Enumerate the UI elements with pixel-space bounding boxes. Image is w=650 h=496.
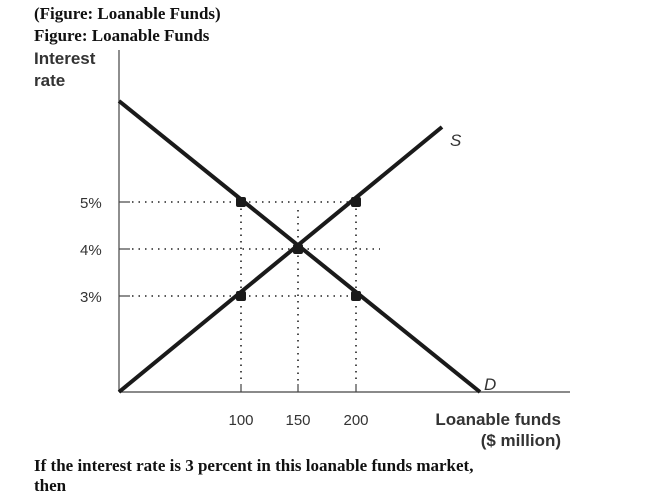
x-tick-100: 100 xyxy=(228,412,253,429)
supply-label: S xyxy=(450,131,462,150)
question-text-line1: If the interest rate is 3 percent in thi… xyxy=(34,456,474,475)
y-tick-3: 3% xyxy=(80,289,102,306)
x-tick-200: 200 xyxy=(343,412,368,429)
y-axis-label-line2: rate xyxy=(34,71,65,90)
y-axis-label-line1: Interest xyxy=(34,49,96,68)
marked-points xyxy=(236,197,361,301)
x-axis-label-line1: Loanable funds xyxy=(435,410,561,429)
y-tick-4: 4% xyxy=(80,242,102,259)
x-tick-150: 150 xyxy=(285,412,310,429)
x-axis-label-line2: ($ million) xyxy=(481,431,561,450)
reference-lines xyxy=(132,201,380,384)
y-tick-5: 5% xyxy=(80,195,102,212)
question-text-line2: then xyxy=(34,476,67,495)
demand-label: D xyxy=(484,375,496,394)
supply-curve xyxy=(117,125,444,394)
figure-title-parenthetical: (Figure: Loanable Funds) xyxy=(34,4,221,23)
figure-title: Figure: Loanable Funds xyxy=(34,26,210,45)
